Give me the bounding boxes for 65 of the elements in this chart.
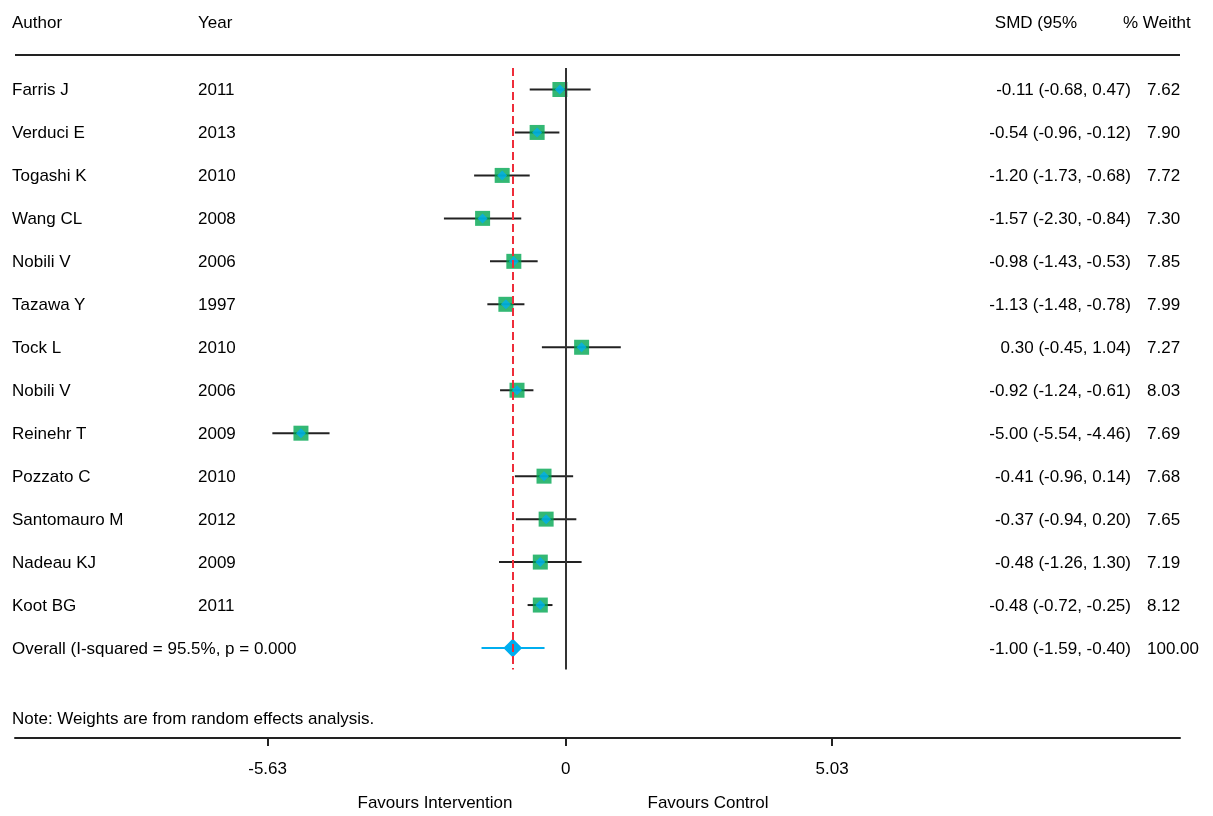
annotation: -0.48 (-0.72, -0.25) — [989, 595, 1131, 615]
x-tick-label: 0 — [560, 759, 571, 778]
annotation: 2008 — [198, 208, 236, 228]
annotation: -0.92 (-1.24, -0.61) — [989, 380, 1131, 400]
annotation: -0.41 (-0.96, 0.14) — [994, 466, 1131, 486]
y-tick-label: Santomauro M — [12, 509, 124, 529]
annotation: 7.72 — [1147, 165, 1181, 185]
annotation: 100.00 — [1147, 638, 1199, 658]
annotation: 7.99 — [1147, 294, 1181, 314]
annotation: 7.65 — [1147, 509, 1181, 529]
annotation: 7.27 — [1147, 337, 1181, 357]
text: Year — [198, 12, 233, 32]
annotation: 2009 — [198, 552, 236, 572]
annotation: -0.98 (-1.43, -0.53) — [989, 251, 1131, 271]
x-tick-label: -5.63 — [248, 759, 287, 778]
y-tick-label: Nobili V — [12, 380, 72, 400]
annotation: 2010 — [198, 165, 236, 185]
y-tick-label: Nadeau KJ — [12, 552, 97, 572]
annotation: 7.19 — [1147, 552, 1181, 572]
annotation: 2010 — [198, 337, 236, 357]
y-tick-label: Tazawa Y — [12, 294, 86, 314]
y-tick-label: Verduci E — [12, 122, 85, 142]
annotation: -1.57 (-2.30, -0.84) — [989, 208, 1131, 228]
annotation: 7.30 — [1147, 208, 1181, 228]
annotation: -1.13 (-1.48, -0.78) — [989, 294, 1131, 314]
annotation: 2013 — [198, 122, 236, 142]
annotation: 1997 — [198, 294, 236, 314]
text: % Weitht — [1123, 12, 1191, 32]
y-tick-label: Nobili V — [12, 251, 72, 271]
annotation: 8.03 — [1147, 380, 1181, 400]
y-tick-label: Farris J — [12, 79, 69, 99]
text: Author — [12, 12, 63, 32]
annotation: 7.85 — [1147, 251, 1181, 271]
y-tick-label: Overall (I-squared = 95.5%, p = 0.000 — [12, 638, 297, 658]
annotation: -1.00 (-1.59, -0.40) — [989, 638, 1131, 658]
y-tick-label: Reinehr T — [12, 423, 87, 443]
annotation: 2011 — [198, 595, 235, 615]
y-tick-label: Tock L — [12, 337, 62, 357]
annotation: -0.54 (-0.96, -0.12) — [989, 122, 1131, 142]
annotation: 2012 — [198, 509, 236, 529]
annotation: 7.69 — [1147, 423, 1181, 443]
annotation: -1.20 (-1.73, -0.68) — [989, 165, 1131, 185]
annotation: 2011 — [198, 79, 235, 99]
annotation: 7.68 — [1147, 466, 1181, 486]
annotation: 2006 — [198, 251, 236, 271]
annotation: -0.48 (-1.26, 1.30) — [994, 552, 1131, 572]
text: SMD (95% — [994, 12, 1077, 32]
annotation: -0.37 (-0.94, 0.20) — [994, 509, 1131, 529]
y-tick-label: Koot BG — [12, 595, 77, 615]
annotation: 7.62 — [1147, 79, 1181, 99]
annotation: 8.12 — [1147, 595, 1181, 615]
annotation: -5.00 (-5.54, -4.46) — [989, 423, 1131, 443]
text: Note: Weights are from random effects analysis. — [12, 708, 375, 728]
text: Favours Control — [647, 792, 769, 812]
y-tick-label: Pozzato C — [12, 466, 91, 486]
y-tick-label: Wang CL — [12, 208, 83, 228]
y-tick-label: Togashi K — [12, 165, 88, 185]
x-tick-label: 5.03 — [815, 759, 849, 778]
text: Favours Intervention — [357, 792, 513, 812]
annotation: 0.30 (-0.45, 1.04) — [1000, 337, 1131, 357]
annotation: 7.90 — [1147, 122, 1181, 142]
annotation: 2006 — [198, 380, 236, 400]
annotation: -0.11 (-0.68, 0.47) — [996, 79, 1131, 99]
annotation: 2010 — [198, 466, 236, 486]
annotation: 2009 — [198, 423, 236, 443]
